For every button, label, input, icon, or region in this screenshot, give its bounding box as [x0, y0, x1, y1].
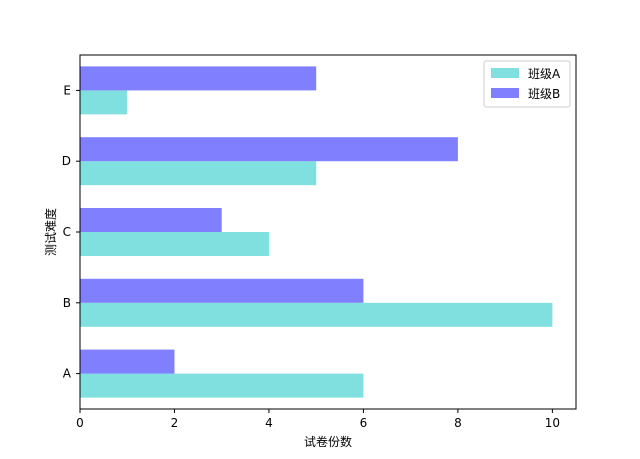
x-tick-label: 2: [171, 416, 179, 430]
x-tick-label: 0: [76, 416, 84, 430]
y-axis: A B C D E: [62, 83, 80, 381]
bar-class-a-c: [80, 232, 269, 256]
bar-class-a-a: [80, 373, 364, 398]
bars-layer: [80, 66, 553, 398]
bar-class-a-d: [80, 161, 317, 186]
x-axis-label: 试卷份数: [304, 434, 352, 449]
bar-class-b-d: [80, 137, 458, 162]
y-tick-label: B: [63, 296, 71, 310]
legend-label: 班级B: [528, 87, 560, 101]
legend-swatch: [491, 68, 519, 78]
legend-label: 班级A: [528, 67, 561, 81]
bar-class-b-c: [80, 208, 222, 232]
bar-class-b-e: [80, 66, 317, 91]
bar-class-b-a: [80, 349, 175, 374]
legend: 班级A 班级B: [483, 60, 571, 108]
y-axis-label: 测试难度: [43, 208, 58, 256]
y-tick-label: A: [63, 367, 72, 381]
x-tick-label: 10: [545, 416, 560, 430]
x-tick-label: 6: [360, 416, 368, 430]
x-tick-label: 4: [265, 416, 273, 430]
bar-class-b-b: [80, 278, 364, 303]
legend-swatch: [491, 88, 519, 98]
y-tick-label: D: [62, 154, 71, 168]
x-axis: 0 2 4 6 8 10: [76, 409, 560, 430]
y-tick-label: E: [63, 83, 71, 97]
bar-class-a-e: [80, 90, 128, 115]
y-tick-label: C: [63, 225, 71, 239]
x-tick-label: 8: [454, 416, 462, 430]
bar-class-a-b: [80, 302, 553, 327]
